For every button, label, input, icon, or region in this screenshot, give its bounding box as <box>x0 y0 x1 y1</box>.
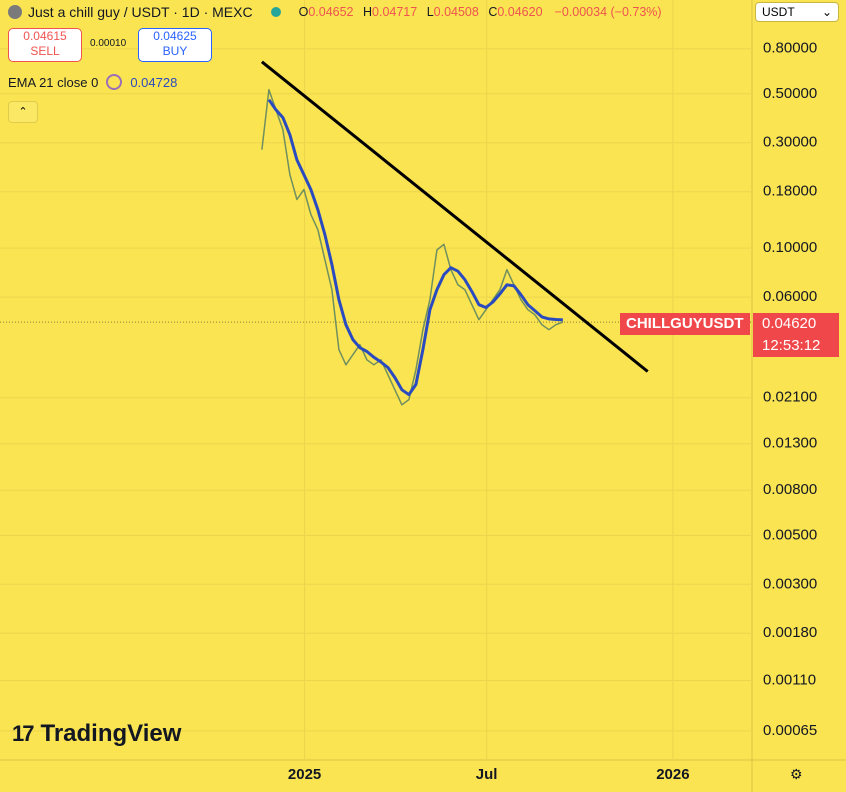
ohlc-key: O <box>298 5 309 19</box>
symbol-price-label: CHILLGUYUSDT <box>620 313 750 335</box>
indicator-legend[interactable]: EMA 21 close 0 0.04728 <box>8 74 177 90</box>
y-tick-label: 0.00800 <box>763 481 817 498</box>
y-tick-label: 0.10000 <box>763 239 817 256</box>
ohlc-value: 0.04652 <box>308 5 354 19</box>
logo: 17 TradingView <box>12 720 181 748</box>
indicator-icon <box>106 74 123 90</box>
sell-label: SELL <box>30 44 60 58</box>
y-tick-label: 0.00180 <box>763 624 817 641</box>
settings-button[interactable]: ⚙ <box>790 766 803 782</box>
line <box>260 60 649 373</box>
y-tick-label: 0.00110 <box>763 671 816 688</box>
line <box>261 88 564 406</box>
y-tick-label: 0.30000 <box>763 134 817 151</box>
y-tick-label: 0.06000 <box>763 288 817 305</box>
y-tick-label: 0.00065 <box>763 722 817 739</box>
symbol-header: Just a chill guy / USDT · 1D · MEXC O0.0… <box>8 2 662 22</box>
market-status <box>270 7 281 17</box>
collapse-button[interactable]: ⌃ <box>8 101 38 123</box>
buy-label: BUY <box>162 44 188 58</box>
countdown: 12:53:12 <box>762 337 821 354</box>
sell-button[interactable]: 0.04615 SELL <box>8 28 82 62</box>
price-label: 0.04620 12:53:12 <box>753 313 839 357</box>
y-tick-label: 0.02100 <box>763 389 817 406</box>
ohlc-key: L <box>426 5 434 19</box>
ohlc-value: 0.04508 <box>433 5 479 19</box>
indicator-value: 0.04728 <box>130 74 178 90</box>
sell-price: 0.04615 <box>23 29 67 43</box>
change: −0.00034 (−0.73%) <box>554 5 662 19</box>
ohlc-value: 0.04717 <box>372 5 418 19</box>
ohlc: O0.04652 H0.04717 L0.04508 C0.04620 <box>299 5 549 19</box>
logo-text: TradingView <box>40 720 182 747</box>
buy-button[interactable]: 0.04625 BUY <box>138 28 212 62</box>
symbol-icon <box>8 5 22 19</box>
y-tick-label: 0.01300 <box>763 435 817 452</box>
y-tick-label: 0.18000 <box>763 183 817 200</box>
dropdown-arrow: ⌄ <box>821 5 832 19</box>
price-label-value: 0.04620 <box>762 315 817 332</box>
y-tick-label: 0.80000 <box>763 40 817 57</box>
y-tick-label: 0.00500 <box>763 526 817 543</box>
y-tick-label: 0.00300 <box>763 575 817 592</box>
ohlc-key: C <box>488 5 498 19</box>
x-tick-label: 2026 <box>656 766 689 783</box>
currency: USDT <box>762 5 795 19</box>
symbol-title[interactable]: Just a chill guy / USDT · 1D · MEXC <box>28 4 253 20</box>
spread: 0.00010 <box>90 38 127 49</box>
ohlc-value: 0.04620 <box>497 5 543 19</box>
indicator-name: EMA 21 close 0 <box>8 74 99 90</box>
currency-select[interactable]: USDT ⌄ <box>755 2 839 22</box>
x-tick-label: Jul <box>476 766 498 783</box>
line <box>267 98 563 397</box>
logo-mark: 17 <box>12 721 35 746</box>
x-tick-label: 2025 <box>288 766 321 783</box>
buy-price: 0.04625 <box>153 29 197 43</box>
ohlc-key: H <box>362 5 373 19</box>
y-tick-label: 0.50000 <box>763 85 817 102</box>
